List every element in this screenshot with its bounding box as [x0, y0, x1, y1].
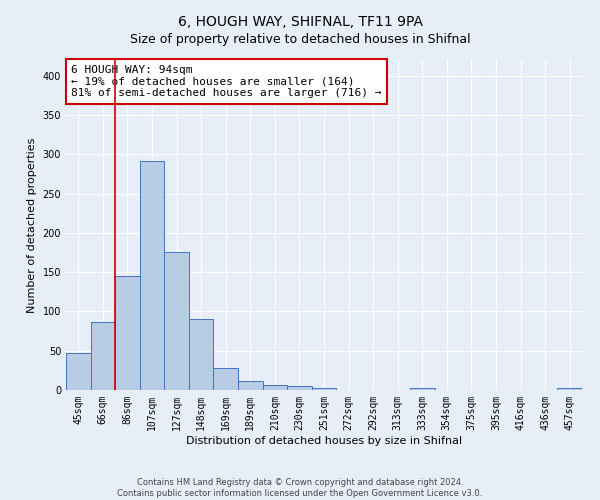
Bar	[214, 368, 238, 390]
Bar	[91, 322, 115, 390]
X-axis label: Distribution of detached houses by size in Shifnal: Distribution of detached houses by size …	[186, 436, 462, 446]
Bar	[557, 388, 582, 390]
Bar	[115, 276, 140, 390]
Bar	[263, 386, 287, 390]
Bar	[189, 320, 214, 390]
Bar	[312, 388, 336, 390]
Text: 6, HOUGH WAY, SHIFNAL, TF11 9PA: 6, HOUGH WAY, SHIFNAL, TF11 9PA	[178, 15, 422, 29]
Text: 6 HOUGH WAY: 94sqm
← 19% of detached houses are smaller (164)
81% of semi-detach: 6 HOUGH WAY: 94sqm ← 19% of detached hou…	[71, 65, 382, 98]
Bar	[66, 353, 91, 390]
Bar	[238, 380, 263, 390]
Bar	[287, 386, 312, 390]
Text: Contains HM Land Registry data © Crown copyright and database right 2024.
Contai: Contains HM Land Registry data © Crown c…	[118, 478, 482, 498]
Bar	[164, 252, 189, 390]
Y-axis label: Number of detached properties: Number of detached properties	[27, 138, 37, 312]
Bar	[410, 388, 434, 390]
Bar	[140, 160, 164, 390]
Text: Size of property relative to detached houses in Shifnal: Size of property relative to detached ho…	[130, 32, 470, 46]
